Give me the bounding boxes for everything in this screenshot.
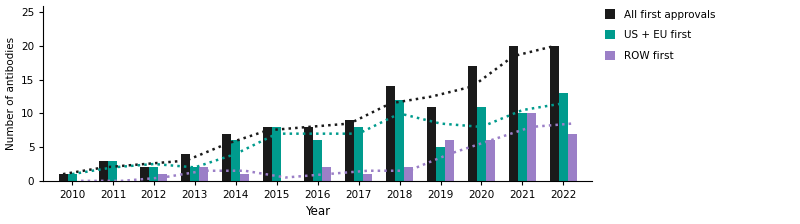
Bar bbox=[190, 167, 199, 181]
Bar bbox=[363, 174, 372, 181]
Bar bbox=[67, 174, 77, 181]
Bar bbox=[518, 113, 527, 181]
Legend: All first approvals, US + EU first, ROW first: All first approvals, US + EU first, ROW … bbox=[602, 7, 717, 63]
Bar bbox=[141, 167, 150, 181]
Bar bbox=[231, 140, 240, 181]
Bar bbox=[486, 140, 495, 181]
Bar bbox=[386, 86, 395, 181]
Bar bbox=[395, 100, 404, 181]
Bar bbox=[445, 140, 454, 181]
Bar bbox=[313, 140, 322, 181]
Bar bbox=[550, 46, 559, 181]
Bar bbox=[158, 174, 167, 181]
Bar bbox=[240, 174, 250, 181]
Bar bbox=[222, 134, 231, 181]
Bar bbox=[436, 147, 445, 181]
Bar bbox=[322, 167, 331, 181]
Bar bbox=[477, 107, 486, 181]
Bar bbox=[427, 107, 436, 181]
Bar bbox=[99, 161, 109, 181]
Bar bbox=[199, 167, 208, 181]
Bar bbox=[404, 167, 413, 181]
Bar bbox=[150, 167, 158, 181]
Bar bbox=[272, 127, 282, 181]
Bar bbox=[109, 161, 118, 181]
Bar bbox=[345, 120, 354, 181]
Y-axis label: Number of antibodies: Number of antibodies bbox=[6, 37, 15, 150]
Bar bbox=[559, 93, 568, 181]
Bar bbox=[509, 46, 518, 181]
Bar bbox=[58, 174, 67, 181]
X-axis label: Year: Year bbox=[305, 205, 330, 218]
Bar bbox=[263, 127, 272, 181]
Bar bbox=[304, 127, 313, 181]
Bar bbox=[527, 113, 536, 181]
Bar bbox=[468, 66, 477, 181]
Bar bbox=[354, 127, 363, 181]
Bar bbox=[182, 154, 190, 181]
Bar bbox=[568, 134, 577, 181]
